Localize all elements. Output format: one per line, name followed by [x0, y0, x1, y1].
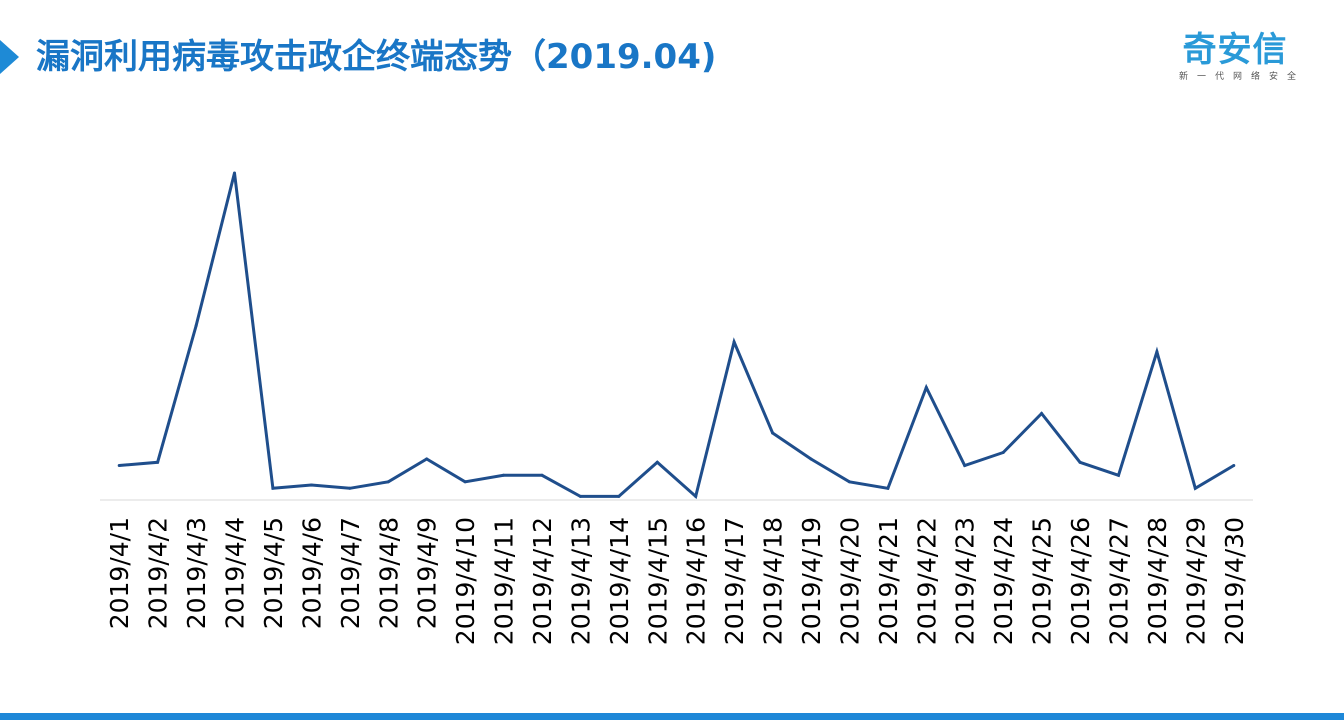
- data-point: [694, 494, 698, 498]
- bottom-accent-bar: [0, 713, 1344, 720]
- data-point: [924, 386, 928, 389]
- data-point: [540, 473, 544, 477]
- data-point: [847, 480, 851, 484]
- data-point: [578, 494, 582, 498]
- x-tick-label: 2019/4/15: [643, 517, 672, 645]
- company-logo: 奇安信 新一代网络安全: [1170, 30, 1300, 84]
- data-point: [1078, 460, 1082, 464]
- x-tick-label: 2019/4/28: [1143, 517, 1172, 645]
- data-point: [963, 464, 967, 467]
- data-point: [1001, 451, 1005, 454]
- page-title: 漏洞利用病毒攻击政企终端态势（2019.04): [36, 37, 717, 77]
- x-tick-label: 2019/4/22: [912, 517, 941, 645]
- x-tick-label: 2019/4/11: [490, 517, 519, 645]
- data-point: [771, 431, 775, 435]
- data-point: [809, 457, 813, 461]
- logo-wordmark: 奇安信: [1182, 30, 1288, 70]
- data-point: [386, 480, 390, 484]
- x-tick-label: 2019/4/16: [682, 517, 711, 645]
- x-tick-label: 2019/4/30: [1220, 517, 1249, 645]
- x-tick-label: 2019/4/18: [759, 517, 788, 645]
- x-tick-label: 2019/4/13: [566, 517, 595, 645]
- data-point: [502, 473, 505, 477]
- data-point: [1193, 486, 1197, 490]
- x-tick-label: 2019/4/1: [105, 517, 134, 629]
- data-point: [732, 340, 736, 344]
- x-tick-label: 2019/4/19: [797, 517, 826, 645]
- x-tick-label: 2019/4/24: [989, 517, 1018, 645]
- data-point: [271, 486, 275, 490]
- x-tick-label: 2019/4/25: [1028, 517, 1057, 645]
- data-point: [425, 457, 429, 461]
- x-tick-label: 2019/4/17: [720, 517, 749, 645]
- x-tick-label: 2019/4/21: [874, 517, 903, 645]
- data-point: [117, 464, 121, 467]
- x-tick-label: 2019/4/12: [528, 517, 557, 645]
- data-point: [194, 324, 198, 328]
- x-tick-label: 2019/4/23: [951, 517, 980, 645]
- x-tick-label: 2019/4/20: [835, 517, 864, 645]
- x-tick-label: 2019/4/26: [1066, 517, 1095, 645]
- x-tick-label: 2019/4/14: [605, 517, 634, 645]
- data-point: [1155, 350, 1159, 354]
- x-tick-label: 2019/4/7: [336, 517, 365, 629]
- data-point: [348, 486, 352, 490]
- series-line: [119, 172, 1235, 500]
- x-tick-label: 2019/4/29: [1181, 517, 1210, 645]
- x-tick-label: 2019/4/2: [144, 517, 173, 629]
- data-point: [1117, 473, 1120, 477]
- data-point: [886, 486, 890, 490]
- x-tick-label: 2019/4/6: [297, 517, 326, 629]
- x-tick-label: 2019/4/27: [1105, 517, 1134, 645]
- x-tick-label: 2019/4/5: [259, 517, 288, 629]
- logo-tagline: 新一代网络安全: [1179, 72, 1306, 82]
- title-accent-arrow: [0, 40, 19, 74]
- data-point: [1232, 464, 1236, 467]
- data-point: [617, 494, 621, 498]
- data-point: [233, 171, 236, 175]
- data-point: [309, 483, 313, 487]
- data-point: [463, 480, 467, 484]
- data-point: [1040, 412, 1044, 415]
- x-tick-label: 2019/4/9: [413, 517, 442, 629]
- data-point: [156, 460, 160, 464]
- x-tick-label: 2019/4/4: [221, 517, 250, 629]
- x-tick-label: 2019/4/3: [182, 517, 211, 629]
- x-tick-label: 2019/4/10: [451, 517, 480, 645]
- x-tick-label: 2019/4/8: [374, 517, 403, 629]
- data-point: [655, 460, 659, 464]
